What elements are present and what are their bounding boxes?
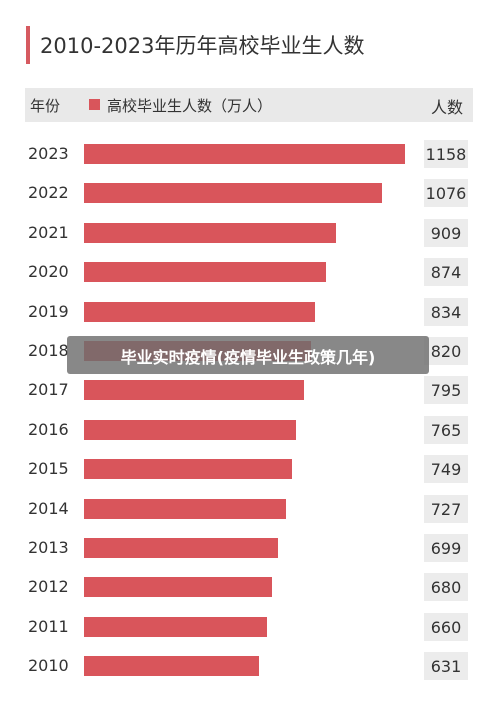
bar-row: 2016 765 bbox=[0, 416, 500, 446]
bar-2015 bbox=[84, 459, 292, 479]
bar-row: 2011 660 bbox=[0, 613, 500, 643]
data-label: 874 bbox=[430, 263, 462, 282]
year-tick-label: 2014 bbox=[28, 499, 69, 518]
bar-row: 2010 631 bbox=[0, 652, 500, 682]
legend-swatch bbox=[89, 99, 100, 110]
bar-row: 2013 699 bbox=[0, 534, 500, 564]
data-label: 1158 bbox=[425, 145, 467, 164]
value-box: 660 bbox=[424, 613, 468, 641]
year-tick-label: 2011 bbox=[28, 617, 69, 636]
bar-row: 2022 1076 bbox=[0, 179, 500, 209]
bar-2014 bbox=[84, 499, 286, 519]
data-label: 765 bbox=[430, 421, 462, 440]
data-label: 795 bbox=[430, 381, 462, 400]
value-box: 749 bbox=[424, 455, 468, 483]
value-box: 795 bbox=[424, 376, 468, 404]
year-tick-label: 2020 bbox=[28, 262, 69, 281]
watermark-banner: 毕业实时疫情(疫情毕业生政策几年) bbox=[67, 336, 429, 374]
bar-2020 bbox=[84, 262, 326, 282]
year-tick-label: 2023 bbox=[28, 144, 69, 163]
bar-2017 bbox=[84, 380, 304, 400]
bar-2022 bbox=[84, 183, 382, 203]
data-label: 660 bbox=[430, 618, 462, 637]
value-box: 820 bbox=[424, 337, 468, 365]
bar-row: 2017 795 bbox=[0, 376, 500, 406]
data-label: 631 bbox=[430, 657, 462, 676]
bar-2010 bbox=[84, 656, 259, 676]
watermark-text: 毕业实时疫情(疫情毕业生政策几年) bbox=[120, 348, 376, 367]
value-box: 909 bbox=[424, 219, 468, 247]
year-tick-label: 2013 bbox=[28, 538, 69, 557]
bar-row: 2023 1158 bbox=[0, 140, 500, 170]
year-tick-label: 2018 bbox=[28, 341, 69, 360]
data-label: 909 bbox=[430, 224, 462, 243]
bar-row: 2019 834 bbox=[0, 298, 500, 328]
data-label: 1076 bbox=[425, 184, 467, 203]
data-label: 820 bbox=[430, 342, 462, 361]
value-box: 680 bbox=[424, 573, 468, 601]
bar-row: 2012 680 bbox=[0, 573, 500, 603]
bar-2016 bbox=[84, 420, 296, 440]
value-box: 1158 bbox=[424, 140, 468, 168]
year-tick-label: 2021 bbox=[28, 223, 69, 242]
year-tick-label: 2017 bbox=[28, 380, 69, 399]
table-header: 年份 高校毕业生人数（万人） 人数 bbox=[25, 88, 473, 122]
bar-row: 2014 727 bbox=[0, 495, 500, 525]
value-box: 727 bbox=[424, 495, 468, 523]
bar-2021 bbox=[84, 223, 336, 243]
value-box: 874 bbox=[424, 258, 468, 286]
year-tick-label: 2015 bbox=[28, 459, 69, 478]
value-box: 699 bbox=[424, 534, 468, 562]
value-box: 765 bbox=[424, 416, 468, 444]
data-label: 680 bbox=[430, 578, 462, 597]
legend-label: 高校毕业生人数（万人） bbox=[107, 97, 273, 115]
bar-2019 bbox=[84, 302, 315, 322]
chart-title: 2010-2023年历年高校毕业生人数 bbox=[40, 34, 365, 58]
year-tick-label: 2012 bbox=[28, 577, 69, 596]
year-tick-label: 2016 bbox=[28, 420, 69, 439]
bar-row: 2021 909 bbox=[0, 219, 500, 249]
bar-row: 2015 749 bbox=[0, 455, 500, 485]
data-label: 834 bbox=[430, 303, 462, 322]
bar-2013 bbox=[84, 538, 278, 558]
bar-row: 2020 874 bbox=[0, 258, 500, 288]
data-label: 749 bbox=[430, 460, 462, 479]
title-accent-bar bbox=[26, 26, 30, 64]
year-tick-label: 2019 bbox=[28, 302, 69, 321]
year-tick-label: 2010 bbox=[28, 656, 69, 675]
bar-2011 bbox=[84, 617, 267, 637]
year-tick-label: 2022 bbox=[28, 183, 69, 202]
header-year-label: 年份 bbox=[30, 97, 61, 115]
data-label: 727 bbox=[430, 500, 462, 519]
value-box: 631 bbox=[424, 652, 468, 680]
bar-2012 bbox=[84, 577, 272, 597]
header-count-label: 人数 bbox=[430, 98, 463, 117]
data-label: 699 bbox=[430, 539, 462, 558]
bar-2023 bbox=[84, 144, 405, 164]
value-box: 834 bbox=[424, 298, 468, 326]
value-box: 1076 bbox=[424, 179, 468, 207]
